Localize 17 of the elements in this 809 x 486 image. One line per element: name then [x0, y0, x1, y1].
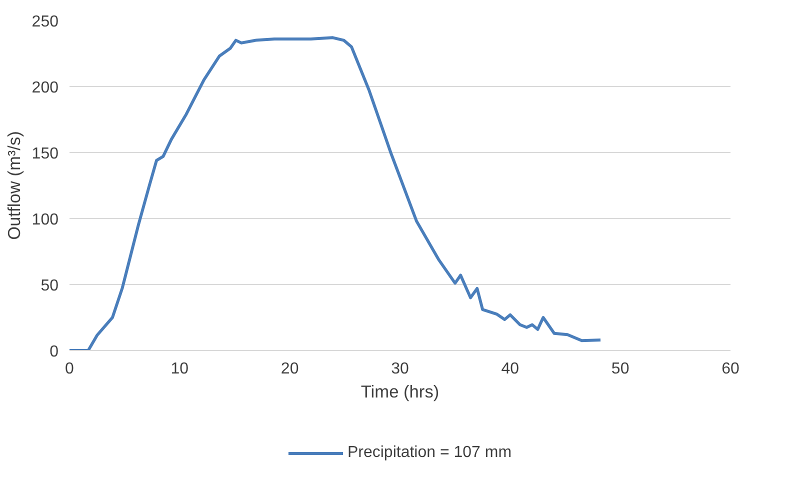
y-tick-label: 100	[32, 212, 59, 228]
y-tick-label: 0	[50, 344, 59, 360]
x-tick-label: 40	[501, 360, 520, 378]
x-tick-label: 20	[280, 360, 299, 378]
x-tick-label: 60	[722, 360, 740, 378]
x-tick-label: 50	[611, 360, 630, 378]
line-series	[70, 36, 602, 350]
y-axis-title: Outflow (m³/s)	[4, 131, 24, 240]
y-tick-label: 250	[32, 14, 59, 30]
legend-label: Precipitation = 107 mm	[347, 444, 512, 462]
y-tick-label: 150	[32, 146, 59, 162]
x-axis-title: Time (hrs)	[360, 382, 440, 402]
x-tick-label: 30	[391, 360, 409, 378]
x-tick-label: 0	[65, 360, 74, 378]
y-tick-label: 50	[40, 278, 59, 294]
x-tick-label: 10	[170, 360, 189, 378]
y-tick-label: 200	[32, 80, 59, 96]
